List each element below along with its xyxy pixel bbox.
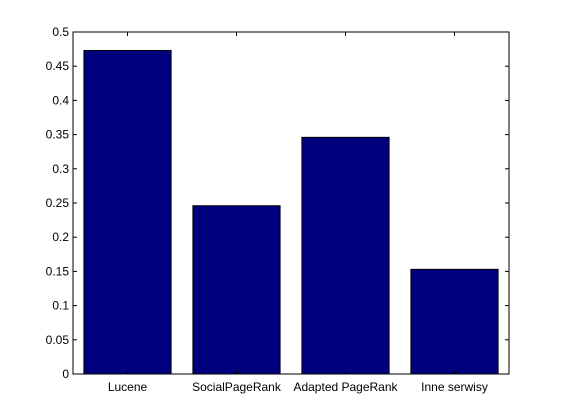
y-tick-label: 0 xyxy=(62,367,69,381)
y-tick-label: 0.1 xyxy=(52,299,69,313)
y-axis: 0 0.05 0.1 0.15 0.2 0.25 0.3 0.35 0.4 0.45 0.5 xyxy=(46,25,509,381)
x-tick-label: SocialPageRank xyxy=(192,380,282,394)
bar-1 xyxy=(192,205,281,375)
y-tick-label: 0.35 xyxy=(46,128,70,142)
bars-group xyxy=(83,49,499,375)
bar-0 xyxy=(83,49,172,375)
y-tick-label: 0.5 xyxy=(52,25,69,39)
x-tick-label: Inne serwisy xyxy=(421,380,488,394)
bar-2 xyxy=(301,136,390,375)
y-tick-label: 0.3 xyxy=(52,162,69,176)
y-tick-label: 0.45 xyxy=(46,59,70,73)
x-axis: Lucene SocialPageRank Adapted PageRank Inne… xyxy=(108,32,488,394)
bar-3 xyxy=(410,268,499,375)
y-tick-label: 0.2 xyxy=(52,230,69,244)
y-tick-label: 0.4 xyxy=(52,93,69,107)
y-tick-label: 0.15 xyxy=(46,264,70,278)
y-tick-label: 0.05 xyxy=(46,333,70,347)
y-tick-label: 0.25 xyxy=(46,196,70,210)
x-tick-label: Lucene xyxy=(108,380,148,394)
x-tick-label: Adapted PageRank xyxy=(293,380,398,394)
